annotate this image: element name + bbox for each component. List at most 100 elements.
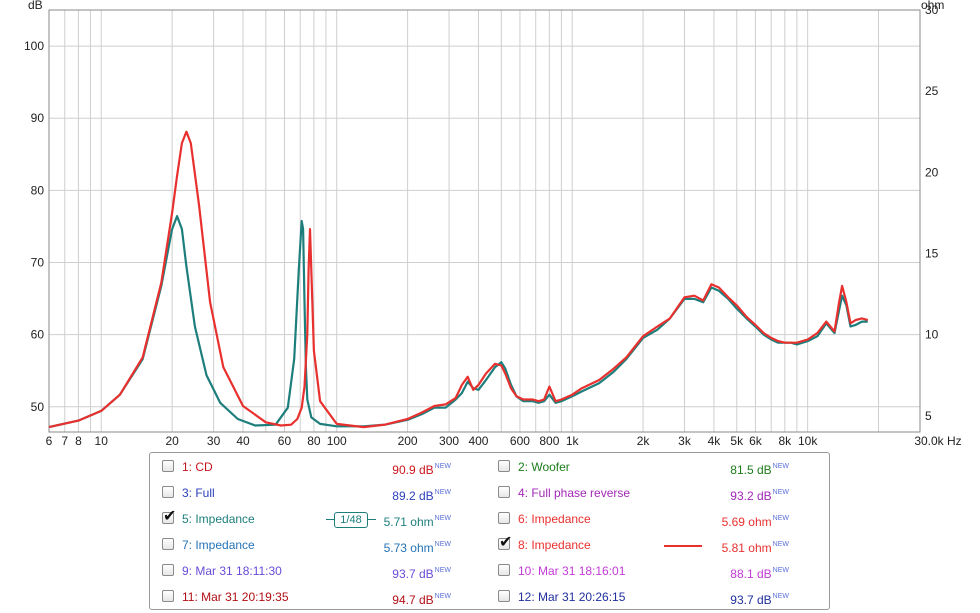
series-line-8-impedance [48, 130, 869, 429]
legend-value-text: 89.2 dB [392, 489, 434, 503]
legend-item[interactable]: 2: Woofer 81.5 dBNEW [498, 457, 818, 477]
x-tick-label: 10k [798, 434, 818, 448]
new-badge: NEW [772, 515, 789, 522]
x-tick-label: 800 [539, 434, 559, 448]
legend-checkbox[interactable] [162, 486, 174, 498]
legend-item[interactable]: 7: Impedance 5.73 ohmNEW [162, 535, 482, 555]
legend-label: 11: Mar 31 20:19:35 [182, 590, 289, 604]
x-tick-label: 400 [468, 434, 488, 448]
x-tick-label: 6k [749, 434, 763, 448]
legend-checkbox[interactable]: ✔ [162, 508, 176, 525]
smoothing-indicator[interactable]: 1/48 [326, 512, 376, 528]
smoothing-num: 1 [340, 514, 347, 526]
legend-item[interactable]: 12: Mar 31 20:26:15 93.7 dBNEW [498, 587, 818, 607]
y-tick-label-left: 100 [24, 39, 44, 53]
legend-value-text: 90.9 dB [392, 463, 434, 477]
legend: 1: CD 90.9 dBNEW 2: Woofer 81.5 dBNEW 3: Ful… [149, 452, 830, 610]
legend-label: 12: Mar 31 20:26:15 [518, 590, 626, 604]
legend-checkbox[interactable] [498, 564, 510, 576]
y-tick-label-left: 60 [31, 328, 45, 342]
legend-checkbox[interactable]: ✔ [498, 534, 512, 551]
new-badge: NEW [772, 541, 789, 548]
legend-item[interactable]: ✔ 8: Impedance 5.81 ohmNEW [498, 534, 818, 558]
new-badge: NEW [772, 593, 789, 600]
new-badge: NEW [772, 463, 789, 470]
legend-value-text: 5.71 ohm [383, 515, 434, 529]
series-line-5-impedance [48, 215, 868, 429]
y-tick-label-left: 70 [31, 255, 45, 269]
x-tick-label: 4k [708, 434, 722, 448]
legend-value: 93.7 dBNEW [321, 561, 451, 584]
x-tick-label: 7 [61, 434, 68, 448]
y-tick-label-left: 50 [31, 400, 45, 414]
legend-value: 81.5 dBNEW [659, 457, 789, 480]
plot-area [49, 10, 920, 432]
left-axis-unit: dB [28, 0, 43, 12]
x-tick-label: 6 [46, 434, 53, 448]
legend-checkbox[interactable] [162, 564, 174, 576]
y-tick-label-right: 5 [925, 409, 932, 423]
x-tick-label: 300 [439, 434, 459, 448]
legend-value-text: 93.7 dB [392, 567, 434, 581]
legend-value: 5.81 ohmNEW [659, 535, 789, 558]
x-tick-label: 80 [307, 434, 321, 448]
legend-value-text: 94.7 dB [392, 593, 434, 607]
legend-item[interactable]: 11: Mar 31 20:19:35 94.7 dBNEW [162, 587, 482, 607]
legend-checkbox[interactable] [498, 460, 510, 472]
new-badge: NEW [434, 489, 451, 496]
legend-value: 93.7 dBNEW [659, 587, 789, 610]
legend-checkbox[interactable] [162, 538, 174, 550]
x-tick-label: 2k [637, 434, 651, 448]
plot-frame [48, 9, 921, 433]
x-tick-label: 1k [566, 434, 580, 448]
legend-value: 5.71 ohmNEW [321, 509, 451, 532]
legend-value-text: 88.1 dB [730, 567, 772, 581]
x-tick-label: 8 [75, 434, 82, 448]
legend-item[interactable]: 3: Full 89.2 dBNEW [162, 483, 482, 503]
y-tick-label-left: 90 [31, 111, 45, 125]
legend-label: 8: Impedance [518, 538, 591, 552]
legend-item[interactable]: 4: Full phase reverse 93.2 dBNEW [498, 483, 818, 503]
legend-item[interactable]: ✔ 5: Impedance 5.71 ohmNEW [162, 508, 482, 532]
x-tick-label: 8k [778, 434, 792, 448]
x-tick-label: 40 [236, 434, 250, 448]
legend-value: 89.2 dBNEW [321, 483, 451, 506]
legend-checkbox[interactable] [162, 460, 174, 472]
legend-value-text: 5.81 ohm [721, 541, 772, 555]
legend-label: 1: CD [182, 460, 213, 474]
legend-checkbox[interactable] [162, 590, 174, 602]
y-tick-label-right: 15 [925, 246, 939, 260]
legend-value-text: 5.73 ohm [383, 541, 434, 555]
x-tick-label: 10 [95, 434, 109, 448]
y-tick-label-right: 20 [925, 165, 939, 179]
legend-label: 3: Full [182, 486, 215, 500]
legend-label: 4: Full phase reverse [518, 486, 631, 500]
legend-label: 10: Mar 31 18:16:01 [518, 564, 626, 578]
legend-value: 5.69 ohmNEW [659, 509, 789, 532]
new-badge: NEW [434, 541, 451, 548]
x-tick-label: 5k [730, 434, 744, 448]
legend-item[interactable]: 1: CD 90.9 dBNEW [162, 457, 482, 477]
legend-checkbox[interactable] [498, 590, 510, 602]
new-badge: NEW [434, 463, 451, 470]
legend-label: 5: Impedance [182, 512, 255, 526]
legend-value-text: 93.7 dB [730, 593, 772, 607]
x-tick-label: 60 [278, 434, 292, 448]
legend-value: 94.7 dBNEW [321, 587, 451, 610]
y-tick-label-left: 80 [31, 183, 45, 197]
legend-checkbox[interactable] [498, 486, 510, 498]
legend-value: 90.9 dBNEW [321, 457, 451, 480]
x-tick-label: 100 [327, 434, 347, 448]
legend-checkbox[interactable] [498, 512, 510, 524]
chart: 6 7 8 10 20 30 40 60 80 100 200 300 400 600 800 1k 2k 3k 4… [24, 0, 962, 448]
legend-item[interactable]: 10: Mar 31 18:16:01 88.1 dBNEW [498, 561, 818, 581]
y-tick-label-right: 10 [925, 328, 939, 342]
legend-item[interactable]: 9: Mar 31 18:11:30 93.7 dBNEW [162, 561, 482, 581]
legend-label: 7: Impedance [182, 538, 255, 552]
legend-item[interactable]: 6: Impedance 5.69 ohmNEW [498, 509, 818, 529]
legend-label: 2: Woofer [518, 460, 570, 474]
y-tick-label-right: 25 [925, 84, 939, 98]
x-tick-label: 30 [207, 434, 221, 448]
legend-value-text: 5.69 ohm [721, 515, 772, 529]
x-tick-label: 3k [678, 434, 692, 448]
